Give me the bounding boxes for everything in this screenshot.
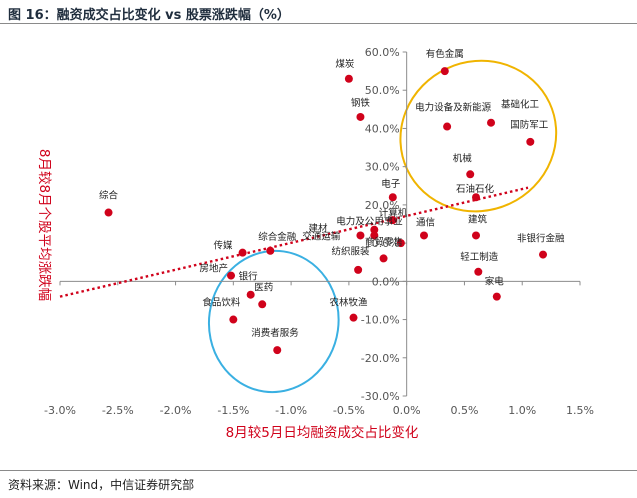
point-label: 综合 [99,190,119,202]
point-label: 基础化工 [501,99,540,111]
data-point [472,231,480,240]
source-note: 资料来源：Wind，中信证券研究部 [8,478,195,492]
point-label: 纺织服装 [332,245,371,257]
y-tick-label: 0.0% [372,275,400,288]
point-label: 农林牧渔 [330,297,369,309]
y-tick-label: -20.0% [361,352,400,365]
point-label: 机械 [453,152,473,164]
x-tick-label: -2.5% [102,404,134,417]
data-point [370,225,379,234]
point-label: 传媒 [214,240,234,252]
data-point [388,216,397,225]
point-label: 消费者服务 [251,327,299,339]
source-rule [0,470,637,471]
point-label: 商贸零售 [365,236,403,248]
data-point [440,67,449,76]
point-label: 房地产 [200,263,229,275]
data-point [344,74,353,83]
data-point [273,346,282,355]
lower-left-group-ellipse [207,249,340,394]
point-label: 石油石化 [456,183,495,195]
y-tick-label: -10.0% [361,314,400,327]
point-label: 计算机 [379,207,408,219]
data-points [104,67,548,355]
tick-labels: -3.0% -2.5% -2.0% -1.5% -1.0% -0.5% 0.0% 0.5% 1.… [44,46,594,417]
data-point [349,313,358,322]
point-label: 建筑 [468,213,488,225]
data-point [246,290,255,299]
data-point [227,271,236,280]
x-tick-label: -1.5% [217,404,249,417]
x-tick-label: -3.0% [44,404,76,417]
data-point [354,265,363,274]
title-rule [0,23,637,24]
y-tick-label: 20.0% [365,199,400,212]
point-label: 家电 [485,276,505,288]
data-point [356,112,365,121]
data-point [526,137,535,146]
point-label: 国防军工 [510,119,549,131]
x-tick-label: 1.0% [508,404,536,417]
data-point [356,231,365,240]
data-point [229,315,238,324]
data-point [539,250,548,259]
point-label: 轻工制造 [460,251,499,263]
point-label: 非银行金融 [517,233,565,245]
x-tick-label: -0.5% [333,404,365,417]
point-label: 食品饮料 [202,297,241,309]
data-point [420,231,428,240]
point-label: 银行 [239,271,259,283]
data-point [388,193,397,202]
y-tick-label: 60.0% [365,46,400,59]
point-label: 建材 [308,222,328,234]
point-label: 电子 [381,178,401,190]
point-label: 煤炭 [335,58,355,70]
x-axis-title: 8月较5月日均融资成交占比变化 [226,424,419,441]
x-tick-label: 1.5% [566,404,594,417]
axes [59,51,581,397]
point-label: 交通运输 [302,230,341,242]
point-label: 有色金属 [426,48,464,60]
figure-title: 图 16：融资成交占比变化 vs 股票涨跌幅（%） [8,8,290,23]
x-tick-label: -1.0% [275,404,307,417]
data-point [238,248,247,257]
data-point [466,170,475,179]
point-label: 电力设备及新能源 [415,102,492,114]
point-label: 通信 [416,216,435,228]
data-point [474,267,483,276]
data-point [258,300,267,309]
data-point [379,254,388,263]
data-point [443,122,452,131]
data-point [396,239,405,248]
y-tick-label: 10.0% [365,237,400,250]
x-tick-label: 0.0% [393,404,421,417]
point-label: 电力及公用事业 [336,216,403,228]
y-tick-label: 50.0% [365,84,400,97]
point-label: 钢铁 [351,97,371,109]
x-tick-label: -2.0% [160,404,192,417]
data-point [104,208,113,217]
data-point [370,231,379,240]
data-point [472,193,480,202]
y-tick-label: 40.0% [365,122,400,135]
data-point [266,246,275,255]
point-label: 综合金融 [258,231,297,243]
y-tick-label: 30.0% [365,161,400,174]
data-point [487,118,496,127]
data-point [492,292,501,301]
y-axis-title: 8月较8月个股平均涨跌幅 [36,149,52,301]
x-tick-label: 0.5% [450,404,478,417]
y-tick-label: -30.0% [361,390,400,403]
point-label: 医药 [254,282,273,293]
